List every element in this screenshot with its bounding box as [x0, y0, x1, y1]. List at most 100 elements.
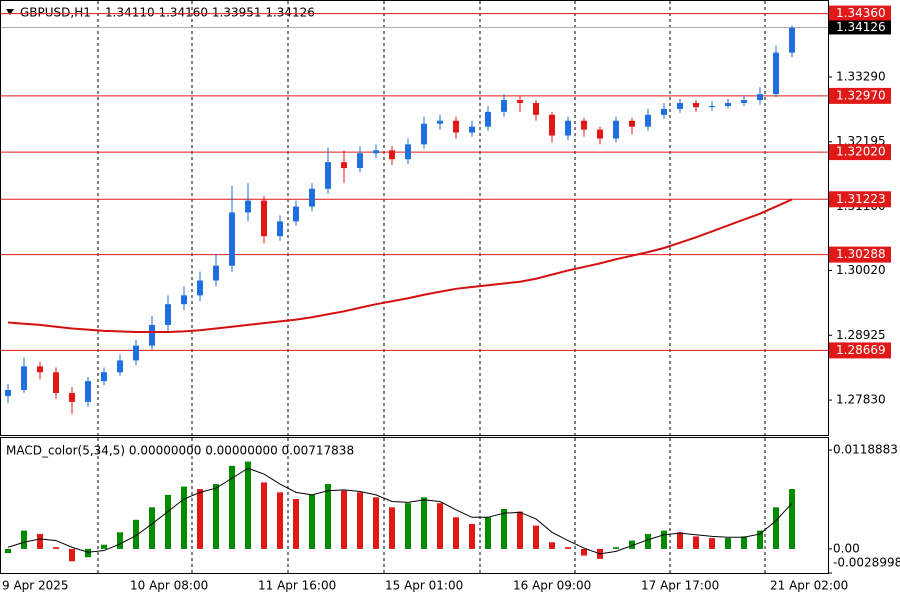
x-tick-label: 16 Apr 09:00	[513, 579, 591, 593]
macd-bar	[373, 497, 379, 549]
macd-bar	[37, 533, 43, 549]
macd-bar	[565, 547, 571, 549]
macd-bar	[245, 461, 251, 549]
macd-bar	[197, 489, 203, 549]
macd-bar	[261, 482, 267, 549]
macd-bar	[485, 517, 491, 549]
candle-body	[277, 221, 283, 237]
level-label-box	[829, 87, 891, 104]
macd-bar	[405, 503, 411, 549]
level-label-box	[829, 5, 891, 22]
candle-body	[213, 265, 219, 281]
macd-bar	[645, 533, 651, 549]
candle-body	[709, 105, 715, 108]
candle-body	[565, 120, 571, 136]
macd-bar	[5, 548, 11, 554]
last-price-box	[829, 20, 891, 35]
candle-body	[37, 366, 43, 373]
candle-body	[85, 381, 91, 402]
candle-body	[757, 94, 763, 101]
macd-bar	[133, 519, 139, 549]
y-tick-label: 1.27830	[836, 393, 886, 407]
macd-bar	[661, 530, 667, 549]
candle-body	[21, 366, 27, 391]
candle-body	[101, 372, 107, 382]
candle-body	[661, 108, 667, 115]
macd-bar	[149, 507, 155, 549]
dropdown-arrow[interactable]	[6, 9, 14, 15]
macd-title: MACD_color(5,34,5) 0.00000000 0.00000000…	[6, 444, 354, 458]
candle-body	[261, 200, 267, 237]
candle-body	[165, 304, 171, 325]
macd-bar	[469, 523, 475, 549]
macd-bar	[725, 538, 731, 549]
x-tick-label: 10 Apr 08:00	[130, 579, 208, 593]
candle-body	[613, 120, 619, 139]
level-label-box	[829, 191, 891, 208]
candle-body	[405, 144, 411, 160]
macd-bar	[437, 503, 443, 549]
candle-body	[309, 188, 315, 207]
macd-bar	[501, 508, 507, 549]
candle-body	[485, 111, 491, 127]
macd-panel	[0, 437, 829, 574]
macd-bar	[309, 494, 315, 549]
macd-bar	[101, 544, 107, 549]
x-tick-label: 17 Apr 17:00	[641, 579, 719, 593]
y-tick-label: 1.30020	[836, 263, 886, 277]
candle-body	[341, 162, 347, 169]
y-tick-label: 1.33290	[836, 69, 886, 83]
candle-body	[581, 120, 587, 130]
candle-body	[645, 114, 651, 127]
candle-body	[469, 126, 475, 133]
macd-bar	[229, 465, 235, 549]
macd-bar	[165, 494, 171, 549]
moving-average	[7, 198, 793, 334]
level-label: 1.28669	[836, 343, 886, 357]
macd-bar	[117, 532, 123, 549]
candle-body	[133, 345, 139, 361]
macd-bar	[421, 497, 427, 549]
x-tick-label: 15 Apr 01:00	[385, 579, 463, 593]
quote: 1.34110 1.34160 1.33951 1.34126	[105, 6, 315, 20]
macd-bar	[85, 548, 91, 558]
y-tick-label: -0.0028998	[833, 556, 900, 570]
candle-body	[725, 102, 731, 106]
symbol: GBPUSD,H1	[20, 6, 91, 20]
last-price-label: 1.34126	[836, 20, 886, 34]
macd-bar	[533, 525, 539, 549]
candle-body	[357, 153, 363, 169]
candle-body	[677, 102, 683, 109]
candle-body	[181, 295, 187, 305]
vertical-grid	[97, 1, 766, 573]
candle-body	[69, 392, 75, 402]
macd-bar	[213, 484, 219, 549]
macd-bar	[21, 530, 27, 549]
macd-bar	[629, 540, 635, 549]
candle-body	[5, 390, 11, 396]
x-tick-label: 21 Apr 02:00	[770, 579, 848, 593]
macd-bar	[341, 490, 347, 549]
level-label-box	[829, 144, 891, 161]
macd-bar	[613, 547, 619, 549]
macd-bar	[581, 548, 587, 556]
candle-body	[789, 27, 795, 53]
candle-body	[293, 206, 299, 222]
macd-bar	[453, 517, 459, 549]
macd-bar	[517, 511, 523, 549]
macd-bar	[325, 484, 331, 549]
candle-body	[741, 100, 747, 103]
macd-bar	[277, 492, 283, 549]
level-label-box	[829, 342, 891, 359]
signal-line	[7, 467, 793, 555]
macd-bar	[549, 542, 555, 549]
y-tick-label: 1.28925	[836, 328, 886, 342]
level-label-box	[829, 246, 891, 263]
candle-body	[389, 150, 395, 160]
level-label: 1.32020	[836, 145, 886, 159]
candle-body	[117, 360, 123, 373]
candle-body	[533, 102, 539, 115]
candle-body	[197, 280, 203, 296]
y-tick-label: 0.0118883	[833, 443, 898, 457]
